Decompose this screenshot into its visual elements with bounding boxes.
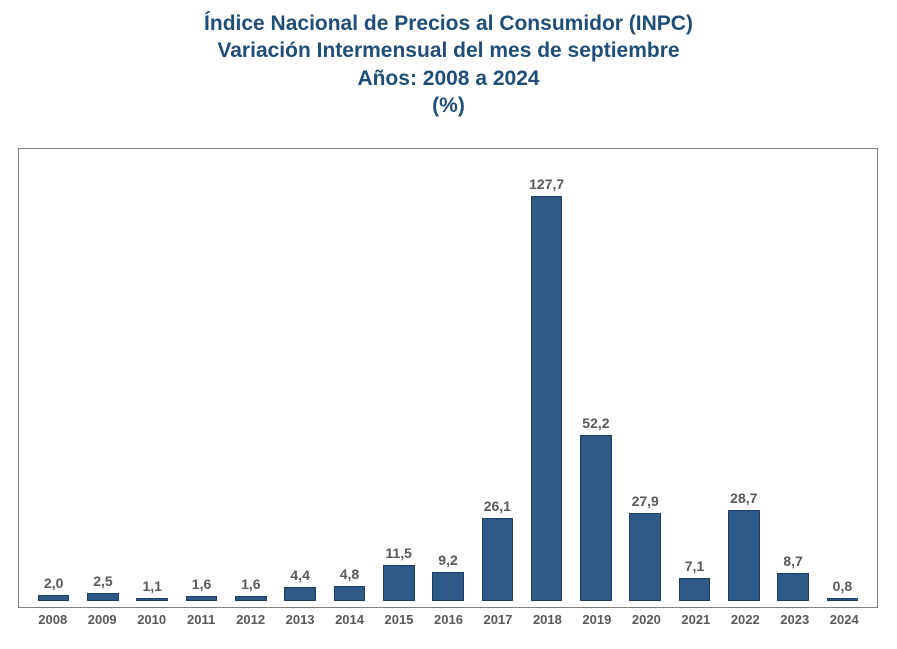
bar-value-label: 11,5: [385, 545, 411, 561]
bar-slot: 52,2: [571, 157, 620, 601]
x-axis-tick: 2023: [770, 612, 819, 627]
bar-value-label: 1,6: [192, 576, 211, 592]
x-axis: 2008200920102011201220132014201520162017…: [28, 612, 869, 627]
bar-rect: [383, 565, 415, 601]
x-axis-tick: 2021: [671, 612, 720, 627]
x-axis-tick: 2020: [622, 612, 671, 627]
bar-value-label: 2,0: [44, 575, 63, 591]
bar-slot: 7,1: [670, 157, 719, 601]
x-axis-tick: 2012: [226, 612, 275, 627]
bar-value-label: 28,7: [730, 490, 757, 506]
x-axis-tick: 2013: [275, 612, 324, 627]
bar-slot: 1,6: [177, 157, 226, 601]
bar-rect: [38, 595, 70, 601]
bar-slot: 9,2: [423, 157, 472, 601]
bar-slot: 1,1: [128, 157, 177, 601]
bar-rect: [334, 586, 366, 601]
bar-slot: 2,5: [78, 157, 127, 601]
chart-plot-frame: 2,0 2,5 1,1 1,6 1,6 4,4 4,8 11,5 9,2 26,1 127,7 52,…: [18, 148, 878, 608]
bar-value-label: 4,4: [290, 567, 309, 583]
bar-slot: 4,8: [325, 157, 374, 601]
bars-row: 2,0 2,5 1,1 1,6 1,6 4,4 4,8 11,5 9,2 26,1 127,7 52,…: [29, 157, 867, 601]
bar-rect: [827, 598, 859, 601]
bar-rect: [679, 578, 711, 601]
title-line-1: Índice Nacional de Precios al Consumidor…: [0, 10, 897, 37]
bar-value-label: 8,7: [783, 553, 802, 569]
bar-value-label: 7,1: [685, 558, 704, 574]
bar-rect: [284, 587, 316, 601]
bar-rect: [432, 572, 464, 601]
bar-value-label: 4,8: [340, 566, 359, 582]
bar-slot: 0,8: [818, 157, 867, 601]
bar-slot: 26,1: [473, 157, 522, 601]
title-line-4: (%): [0, 92, 897, 119]
bar-value-label: 1,6: [241, 576, 260, 592]
x-axis-tick: 2022: [721, 612, 770, 627]
bar-rect: [235, 596, 267, 601]
bar-slot: 28,7: [719, 157, 768, 601]
bar-value-label: 27,9: [632, 493, 659, 509]
bar-value-label: 26,1: [484, 498, 511, 514]
x-axis-tick: 2009: [77, 612, 126, 627]
x-axis-tick: 2016: [424, 612, 473, 627]
bar-rect: [482, 518, 514, 601]
x-axis-tick: 2010: [127, 612, 176, 627]
x-axis-tick: 2015: [374, 612, 423, 627]
bar-rect: [87, 593, 119, 601]
chart-plot-area: 2,0 2,5 1,1 1,6 1,6 4,4 4,8 11,5 9,2 26,1 127,7 52,…: [29, 157, 867, 601]
x-axis-tick: 2014: [325, 612, 374, 627]
bar-rect: [186, 596, 218, 601]
bar-value-label: 0,8: [833, 578, 852, 594]
bar-value-label: 127,7: [529, 176, 564, 192]
bar-rect: [531, 196, 563, 601]
title-line-3: Años: 2008 a 2024: [0, 65, 897, 92]
bar-slot: 11,5: [374, 157, 423, 601]
bar-slot: 127,7: [522, 157, 571, 601]
bar-value-label: 2,5: [93, 573, 112, 589]
bar-slot: 4,4: [275, 157, 324, 601]
bar-rect: [629, 513, 661, 601]
bar-value-label: 9,2: [438, 552, 457, 568]
bar-rect: [580, 435, 612, 601]
x-axis-tick: 2024: [820, 612, 869, 627]
bar-rect: [136, 598, 168, 601]
x-axis-tick: 2017: [473, 612, 522, 627]
x-axis-tick: 2008: [28, 612, 77, 627]
bar-value-label: 52,2: [582, 415, 609, 431]
bar-rect: [728, 510, 760, 601]
x-axis-tick: 2011: [176, 612, 225, 627]
bar-rect: [777, 573, 809, 601]
x-axis-tick: 2018: [523, 612, 572, 627]
bar-slot: 8,7: [768, 157, 817, 601]
bar-slot: 27,9: [621, 157, 670, 601]
bar-slot: 1,6: [226, 157, 275, 601]
bar-slot: 2,0: [29, 157, 78, 601]
title-line-2: Variación Intermensual del mes de septie…: [0, 37, 897, 64]
x-axis-tick: 2019: [572, 612, 621, 627]
bar-value-label: 1,1: [143, 578, 162, 594]
chart-title-block: Índice Nacional de Precios al Consumidor…: [0, 0, 897, 119]
